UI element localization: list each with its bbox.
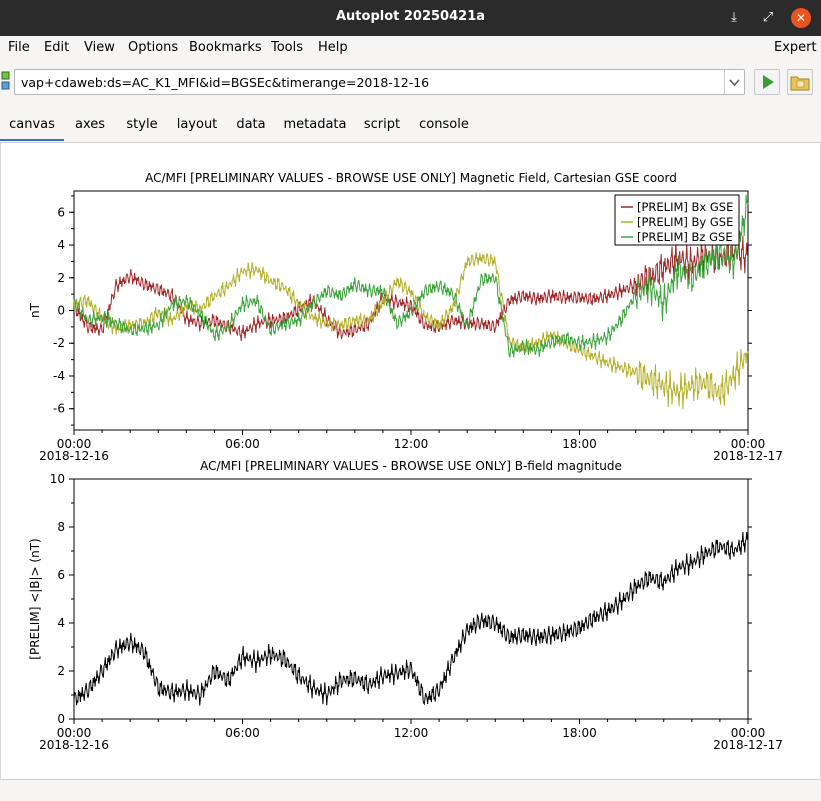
expert-toggle[interactable]: Expert (774, 40, 817, 55)
open-file-button[interactable] (787, 69, 813, 95)
y-tick-label: -2 (53, 336, 65, 350)
uri-input[interactable]: vap+cdaweb:ds=AC_K1_MFI&id=BGSEc&timeran… (14, 69, 745, 95)
tab-axes[interactable]: axes (74, 117, 106, 132)
x-tick-label: 00:00 (57, 437, 92, 451)
legend-box (614, 194, 740, 246)
window-title: Autoplot 20250421a (335, 9, 486, 24)
tab-bar: canvas axes style layout data metadata s… (0, 106, 821, 143)
x-tick-label: 00:00 (731, 726, 766, 740)
menu-help[interactable]: Help (318, 40, 348, 55)
y-tick-label: 10 (50, 472, 65, 486)
chevron-down-icon (729, 79, 740, 87)
fullscreen-icon[interactable]: ⤢ (762, 10, 774, 25)
y-axis-label: [PRELIM] <|B|> (nT) (28, 538, 42, 659)
legend-entry: [PRELIM] Bx GSE (637, 200, 733, 214)
tab-layout[interactable]: layout (176, 117, 218, 132)
y-tick-label: -4 (53, 369, 65, 383)
x-tick-date: 2018-12-17 (713, 449, 783, 463)
x-tick-date: 2018-12-16 (39, 449, 109, 463)
x-tick-label: 12:00 (394, 726, 429, 740)
x-tick-label: 18:00 (562, 437, 597, 451)
x-tick-label: 06:00 (225, 726, 260, 740)
tab-console[interactable]: console (419, 117, 469, 132)
series-line (73, 252, 749, 410)
play-icon (763, 75, 774, 89)
y-tick-label: 2 (57, 271, 65, 285)
menu-bookmarks[interactable]: Bookmarks (189, 40, 262, 55)
menu-view[interactable]: View (84, 40, 115, 55)
tab-style[interactable]: style (126, 117, 158, 132)
y-tick-label: 0 (57, 712, 65, 726)
close-icon[interactable]: ✕ (791, 8, 811, 28)
y-tick-label: 0 (57, 304, 65, 318)
chart-title: AC/MFI [PRELIMINARY VALUES - BROWSE USE … (145, 171, 677, 185)
uri-text: vap+cdaweb:ds=AC_K1_MFI&id=BGSEc&timeran… (21, 75, 430, 90)
chart-title: AC/MFI [PRELIMINARY VALUES - BROWSE USE … (200, 459, 622, 473)
x-tick-label: 00:00 (57, 726, 92, 740)
y-tick-label: 6 (57, 205, 65, 219)
y-tick-label: 2 (57, 664, 65, 678)
menu-file[interactable]: File (8, 40, 30, 55)
uri-toolbar: vap+cdaweb:ds=AC_K1_MFI&id=BGSEc&timeran… (0, 60, 821, 106)
title-bar: Autoplot 20250421a ⤓ ⤢ ✕ (0, 0, 821, 36)
y-tick-label: 4 (57, 238, 65, 252)
folder-icon (790, 76, 810, 91)
x-tick-label: 06:00 (225, 437, 260, 451)
tab-script[interactable]: script (363, 117, 401, 132)
legend-entry: [PRELIM] By GSE (637, 215, 733, 229)
plot-svg[interactable]: AC/MFI [PRELIMINARY VALUES - BROWSE USE … (1, 143, 820, 779)
y-axis-label: nT (28, 302, 42, 318)
tab-metadata[interactable]: metadata (283, 117, 347, 132)
y-tick-label: 4 (57, 616, 65, 630)
series-line (73, 194, 749, 358)
y-tick-label: 8 (57, 520, 65, 534)
x-tick-label: 12:00 (394, 437, 429, 451)
x-tick-label: 18:00 (562, 726, 597, 740)
plot-frame (73, 478, 749, 720)
go-button[interactable] (754, 69, 780, 95)
plot-canvas[interactable]: AC/MFI [PRELIMINARY VALUES - BROWSE USE … (0, 143, 821, 779)
y-tick-label: 6 (57, 568, 65, 582)
y-tick-label: -6 (53, 402, 65, 416)
menu-bar: File Edit View Options Bookmarks Tools H… (0, 36, 821, 60)
x-tick-date: 2018-12-16 (39, 738, 109, 752)
status-bar (0, 779, 821, 801)
menu-edit[interactable]: Edit (44, 40, 70, 55)
menu-tools[interactable]: Tools (271, 40, 304, 55)
legend-entry: [PRELIM] Bz GSE (637, 230, 733, 244)
download-icon[interactable]: ⤓ (731, 10, 737, 25)
menu-options[interactable]: Options (128, 40, 179, 55)
x-tick-date: 2018-12-17 (713, 738, 783, 752)
series-line (73, 531, 749, 706)
series-line (73, 235, 749, 341)
x-tick-label: 00:00 (731, 437, 766, 451)
autoplot-icon (1, 71, 10, 90)
tab-data[interactable]: data (236, 117, 266, 132)
uri-history-dropdown[interactable] (724, 70, 744, 94)
tab-canvas[interactable]: canvas (0, 106, 64, 141)
